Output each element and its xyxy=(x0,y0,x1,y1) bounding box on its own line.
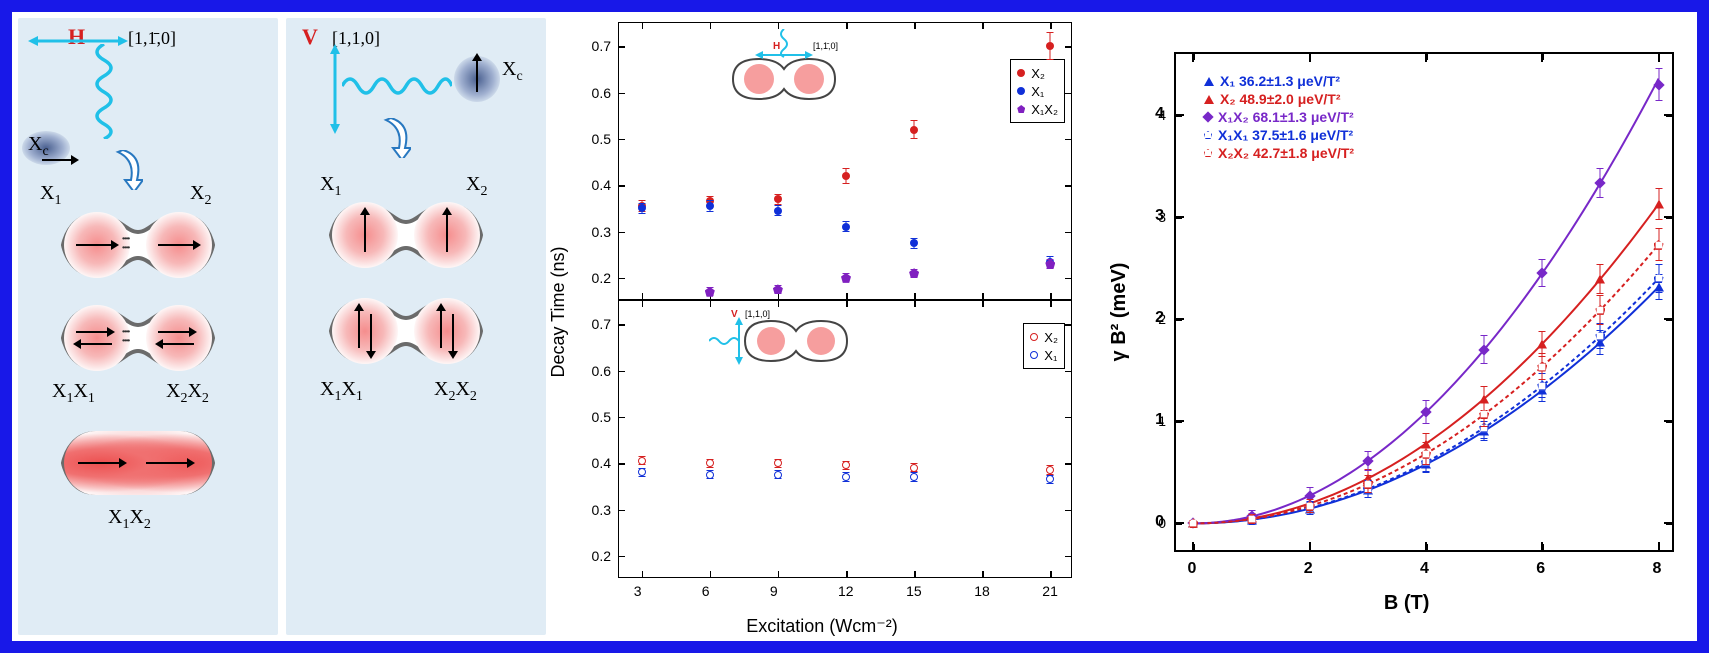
inset-v: V [1,1,0] xyxy=(709,307,849,377)
label-x1-v: X1 xyxy=(320,173,341,200)
curve-arrow-h xyxy=(113,150,143,190)
qd-h-row1: •••••••• xyxy=(58,210,218,280)
leg-b-top-1: X₁ xyxy=(1031,84,1044,99)
panel-a-left: H [1,1̄,0] Xc X1 X2 xyxy=(18,18,278,635)
leg-b-top-2: X₁X₂ xyxy=(1031,102,1058,117)
xc-arrow-v xyxy=(476,60,478,92)
leg-b-bot-0: X₂ xyxy=(1044,330,1058,345)
svg-text:[1,1,0]: [1,1,0] xyxy=(745,309,770,319)
miller-h: [1,1̄,0] xyxy=(128,28,176,49)
figure-container: H [1,1̄,0] Xc X1 X2 xyxy=(0,0,1709,653)
label-xc-v: Xc xyxy=(502,58,523,85)
panel-b-decay-chart: Decay Time (ns) Excitation (Wcm⁻²) H [1,… xyxy=(552,12,1092,641)
label-x1x1-h: X1X1 xyxy=(52,380,95,407)
svg-text:H: H xyxy=(773,41,780,52)
legend-b-top: X₂ X₁ X₁X₂ xyxy=(1010,59,1065,123)
panel-a-schematics: H [1,1̄,0] Xc X1 X2 xyxy=(12,12,552,641)
chart-c: X₁ 36.2±1.3 μeV/T² X₂ 48.9±2.0 μeV/T² X₁… xyxy=(1174,52,1674,552)
chart-b-top: H [1,1̄,0] X₂ X₁ X₁X₂ 0.20.30.40.50.60.7 xyxy=(618,22,1072,300)
label-x1x2-h: X1X2 xyxy=(108,506,151,533)
photon-wave-v xyxy=(342,68,452,104)
label-xc-h: Xc xyxy=(28,133,49,160)
label-x1-h: X1 xyxy=(40,182,61,209)
qd-v-row2 xyxy=(326,296,486,366)
qd-h-row2: •••••••• xyxy=(58,303,218,373)
qd-v-row1 xyxy=(326,200,486,270)
label-x2x2-h: X2X2 xyxy=(166,380,209,407)
label-x1x1-v: X1X1 xyxy=(320,378,363,405)
curve-arrow-v xyxy=(381,118,411,158)
svg-text:V: V xyxy=(731,309,738,320)
panel-c-xlabel: B (T) xyxy=(1384,592,1430,615)
label-x2x2-v: X2X2 xyxy=(434,378,477,405)
panel-b-xlabel: Excitation (Wcm⁻²) xyxy=(746,616,898,637)
chart-c-curves xyxy=(1176,54,1676,554)
panel-c-diamagnetic: γ B² (meV) B (T) X₁ 36.2±1.3 μeV/T² X₂ 4… xyxy=(1092,12,1697,641)
pol-label-v: V xyxy=(302,24,318,50)
svg-text:[1,1̄,0]: [1,1̄,0] xyxy=(813,41,838,51)
xc-arrow-h xyxy=(42,159,72,161)
legend-b-bottom: X₂ X₁ xyxy=(1023,323,1065,369)
label-x2-v: X2 xyxy=(466,173,487,200)
chart-b-bottom: V [1,1,0] X₂ X₁ 0.20.30.40.50.60.7369121… xyxy=(618,300,1072,578)
panel-c-ylabel: γ B² (meV) xyxy=(1108,263,1131,362)
inset-h: H [1,1̄,0] xyxy=(719,29,849,109)
label-x2-h: X2 xyxy=(190,182,211,209)
qd-h-row3 xyxy=(58,428,218,498)
leg-b-top-0: X₂ xyxy=(1031,66,1045,81)
photon-wave-h xyxy=(86,44,122,139)
panel-b-ylabel: Decay Time (ns) xyxy=(548,246,569,377)
leg-b-bot-1: X₁ xyxy=(1044,348,1057,363)
panel-a-right: V [1,1,0] Xc X1 X2 xyxy=(286,18,546,635)
